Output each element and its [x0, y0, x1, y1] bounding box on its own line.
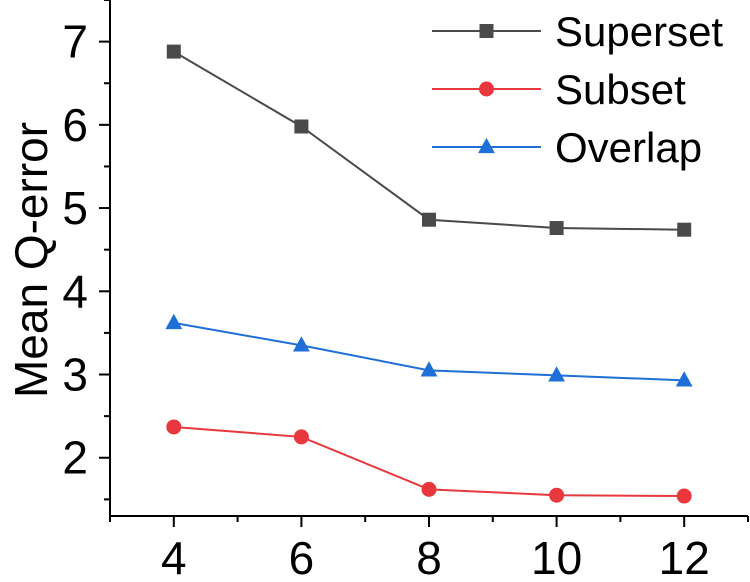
legend-label: Overlap: [555, 124, 702, 171]
legend-marker-circle: [479, 81, 494, 97]
y-tick-label: 5: [62, 182, 88, 234]
legend-item-superset: Superset: [432, 8, 723, 55]
data-point-subset: [293, 429, 309, 445]
y-tick-label: 6: [62, 99, 88, 151]
legend-marker-triangle: [478, 137, 495, 154]
legend: Superset Subset Overlap: [432, 8, 723, 171]
data-point-superset: [294, 119, 309, 134]
x-tick-label: 10: [531, 532, 582, 582]
legend-marker-square: [479, 24, 494, 38]
legend-item-subset: Subset: [432, 66, 686, 113]
data-point-overlap: [548, 366, 565, 382]
series-superset: [166, 44, 692, 237]
legend-label: Superset: [555, 8, 723, 55]
x-tick-label: 6: [289, 532, 315, 582]
x-tick-label: 12: [659, 532, 710, 582]
data-point-overlap: [675, 371, 693, 387]
legend-label: Subset: [555, 66, 686, 113]
series-subset: [166, 419, 692, 504]
x-tick-label: 4: [161, 532, 187, 582]
data-point-overlap: [420, 361, 438, 377]
legend-item-overlap: Overlap: [432, 124, 702, 171]
data-point-superset: [422, 212, 436, 227]
x-tick-label: 8: [416, 532, 442, 582]
series-overlap: [165, 313, 693, 387]
data-point-subset: [676, 488, 692, 504]
data-point-subset: [549, 487, 565, 503]
y-axis-title: Mean Q-error: [5, 122, 57, 398]
data-point-subset: [166, 419, 182, 435]
data-point-overlap: [165, 313, 183, 330]
data-point-superset: [549, 221, 564, 236]
data-point-superset: [166, 44, 181, 59]
y-tick-label: 3: [62, 349, 88, 401]
data-point-overlap: [293, 336, 310, 352]
data-point-subset: [421, 481, 437, 497]
series-layer: [165, 44, 693, 504]
y-tick-label: 4: [62, 265, 88, 317]
y-tick-label: 2: [62, 432, 88, 484]
axes: 4 6 8 10 12 2 3 4 5 6 7: [62, 0, 749, 582]
y-tick-label: 7: [62, 16, 88, 68]
data-point-superset: [677, 222, 692, 237]
